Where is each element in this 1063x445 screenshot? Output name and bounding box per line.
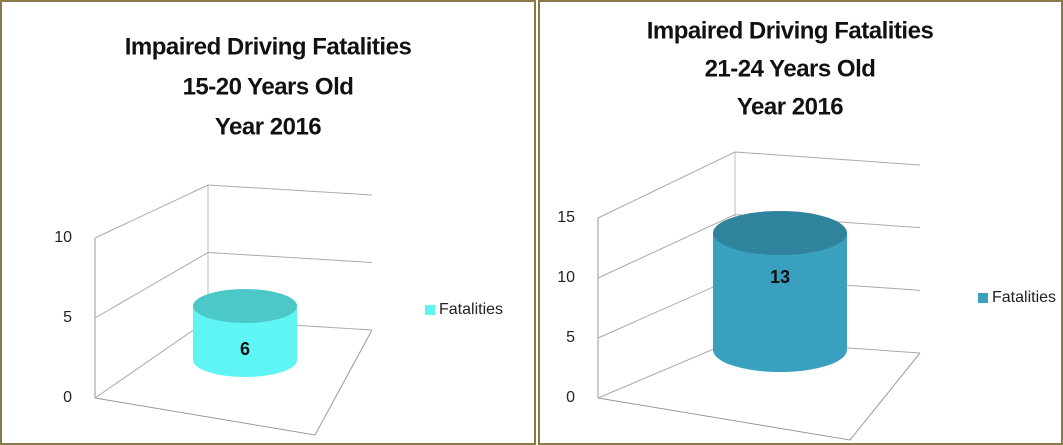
y-tick-label: 0: [63, 389, 72, 406]
y-tick-label: 10: [54, 229, 72, 246]
chart-title: Year 2016: [215, 113, 321, 140]
floor-edge: [94, 329, 373, 436]
grid-line: [94, 184, 373, 239]
grid-line: [597, 214, 921, 279]
chart-title: 15-20 Years Old: [183, 73, 354, 100]
chart-title: Impaired Driving Fatalities: [647, 17, 934, 44]
cylinder: [193, 289, 297, 377]
legend-label: Fatalities: [439, 301, 503, 318]
panel-border: [538, 0, 1063, 445]
cylinder-top-shade: [713, 211, 847, 255]
panel-border: [0, 0, 536, 445]
y-tick-label: 5: [566, 329, 575, 346]
legend-label: Fatalities: [992, 289, 1056, 306]
data-label: 13: [770, 267, 790, 287]
grid-line: [94, 251, 373, 319]
cylinder-top: [193, 289, 297, 323]
cylinder-body: [713, 233, 847, 372]
grid-line: [597, 151, 921, 219]
y-tick-label: 10: [557, 269, 575, 286]
legend-swatch: [978, 293, 988, 303]
cylinder-top-shade: [193, 289, 297, 323]
floor-edge: [597, 352, 921, 441]
y-tick-label: 0: [566, 389, 575, 406]
y-tick-label: 15: [557, 209, 575, 226]
legend-swatch: [425, 305, 435, 315]
chart-title: Year 2016: [737, 93, 843, 120]
cylinder-body: [193, 306, 297, 377]
chart-title: 21-24 Years Old: [705, 55, 876, 82]
y-tick-label: 5: [63, 309, 72, 326]
data-label: 6: [240, 339, 250, 359]
chart-title: Impaired Driving Fatalities: [125, 33, 412, 60]
cylinder-top: [713, 211, 847, 255]
cylinder: [713, 211, 847, 372]
